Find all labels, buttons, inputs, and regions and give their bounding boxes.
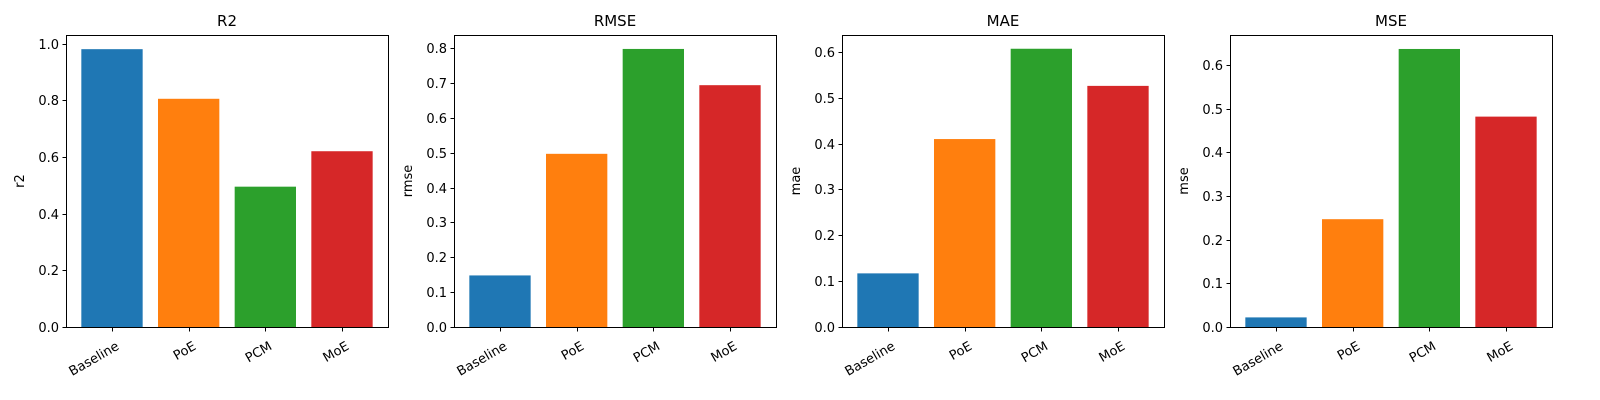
y-tick-label: 0.1 [1202,277,1223,292]
bar-pcm [622,48,684,327]
y-axis-label: mse [1177,167,1192,194]
chart-title: R2 [217,12,237,30]
bar-moe [311,151,373,327]
y-axis-label: rmse [401,165,416,198]
y-tick-label: 0.0 [1202,321,1223,336]
axes-frame [454,35,777,328]
chart-title: MSE [1375,12,1407,30]
y-axis-label: r2 [13,174,28,188]
y-axis-label: mae [789,167,804,196]
y-tick-label: 0.4 [38,208,59,223]
y-tick-label: 0.4 [426,182,447,197]
bar-pcm [234,186,296,327]
y-tick-label: 0.1 [814,275,835,290]
y-tick-label: 0.6 [814,46,835,61]
bar-moe [1475,116,1537,328]
y-tick-label: 0.2 [1202,234,1223,249]
bar-baseline [1245,317,1307,327]
y-tick-label: 0.8 [426,42,447,57]
y-tick-label: 0.5 [426,147,447,162]
chart-title: MAE [987,12,1020,30]
y-tick-label: 0.1 [426,286,447,301]
y-tick-label: 0.6 [38,151,59,166]
y-tick-label: 0.0 [814,321,835,336]
bar-baseline [857,273,919,327]
y-tick-label: 0.5 [814,92,835,107]
y-tick-label: 0.2 [426,251,447,266]
y-tick-label: 0.8 [38,94,59,109]
bar-poe [1322,219,1384,327]
chart-title: RMSE [594,12,636,30]
bar-poe [546,153,608,327]
bar-baseline [469,275,531,327]
bar-pcm [1398,48,1460,327]
y-tick-label: 0.3 [1202,190,1223,205]
y-tick-label: 0.2 [814,229,835,244]
y-tick-label: 0.7 [426,77,447,92]
bar-pcm [1010,48,1072,327]
y-tick-label: 1.0 [38,38,59,53]
y-tick-label: 0.3 [814,183,835,198]
bar-baseline [81,49,143,328]
bar-moe [699,85,761,328]
y-tick-label: 0.0 [38,321,59,336]
y-tick-label: 0.0 [426,321,447,336]
y-tick-label: 0.4 [1202,146,1223,161]
y-tick-label: 0.6 [1202,59,1223,74]
y-tick-label: 0.3 [426,216,447,231]
bar-moe [1087,85,1149,327]
bar-poe [934,139,996,327]
bar-poe [158,98,220,327]
y-tick-label: 0.5 [1202,103,1223,118]
axes-frame [842,35,1165,328]
y-tick-label: 0.4 [814,138,835,153]
y-tick-label: 0.2 [38,264,59,279]
axes-frame [1230,35,1553,328]
axes-frame [66,35,389,328]
y-tick-label: 0.6 [426,112,447,127]
